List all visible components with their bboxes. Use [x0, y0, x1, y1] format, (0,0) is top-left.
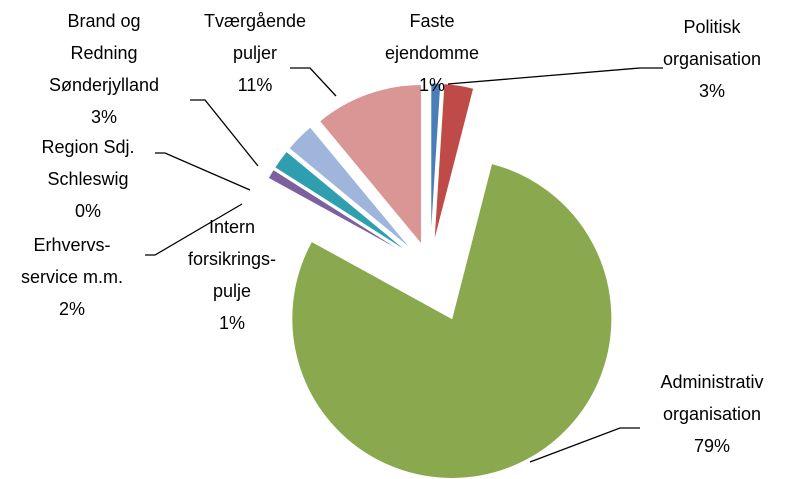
pie-slice [287, 149, 412, 253]
leader-line [190, 99, 259, 167]
category-label: ejendomme [385, 43, 479, 63]
leader-line [145, 203, 243, 256]
leader-line [529, 427, 640, 463]
pie-slice [433, 83, 475, 244]
value-label: 11% [238, 75, 273, 95]
leader-line [155, 152, 251, 191]
value-label: 3% [699, 81, 725, 101]
category-label: service m.m. [21, 267, 123, 287]
category-label: forsikrings- [188, 249, 276, 269]
category-label: Tværgående [204, 11, 306, 31]
value-label: 0% [75, 201, 101, 221]
leader-lines [145, 67, 663, 463]
value-label: 2% [59, 299, 85, 319]
category-label: Sønderjylland [49, 75, 159, 95]
pie-slice [318, 83, 423, 246]
category-label: puljer [233, 43, 277, 63]
category-label: Redning [70, 43, 137, 63]
value-label: 1% [419, 75, 445, 95]
category-label: Region Sdj. [41, 137, 134, 157]
value-label: 79% [694, 436, 730, 456]
category-label: organisation [663, 404, 761, 424]
pie-slice [288, 126, 413, 251]
data-labels: Faste ejendomme 1% Politisk organisation 3% Ad… [21, 11, 764, 456]
category-label: Erhvervs- [33, 235, 110, 255]
pie [267, 82, 613, 479]
category-label: pulje [213, 281, 251, 301]
category-label: organisation [663, 49, 761, 69]
category-label: Administrativ [660, 372, 763, 392]
leader-line [447, 67, 663, 85]
value-label: 1% [219, 313, 245, 333]
value-label: 3% [91, 107, 117, 127]
pie-slice [267, 168, 409, 256]
category-label: Intern [209, 217, 255, 237]
pie-slice [291, 162, 613, 479]
category-label: Brand og [67, 11, 140, 31]
category-label: Politisk [683, 17, 741, 37]
category-label: Schleswig [47, 169, 128, 189]
pie-slice [430, 82, 442, 244]
category-label: Faste [409, 11, 454, 31]
leader-line [290, 67, 337, 97]
pie-slice [273, 150, 411, 254]
